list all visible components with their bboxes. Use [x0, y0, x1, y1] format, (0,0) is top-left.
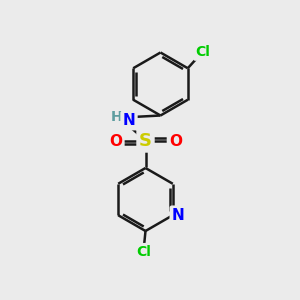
Text: O: O [109, 134, 122, 148]
Text: Cl: Cl [136, 245, 152, 259]
Text: N: N [123, 113, 135, 128]
Text: S: S [139, 132, 152, 150]
Text: N: N [172, 208, 184, 223]
Text: Cl: Cl [195, 45, 210, 59]
Text: H: H [111, 110, 122, 124]
Text: O: O [169, 134, 182, 148]
